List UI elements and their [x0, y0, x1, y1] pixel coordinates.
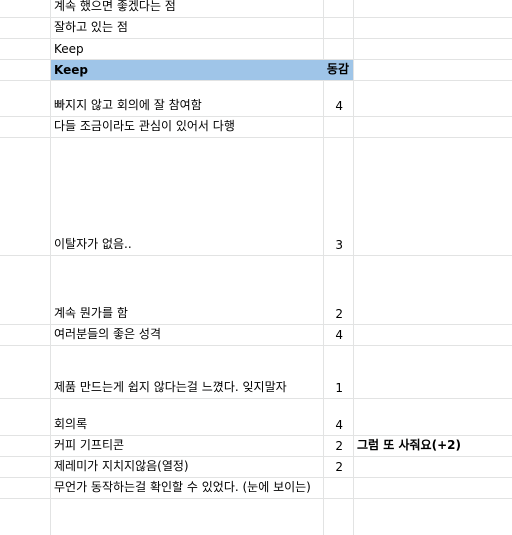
- cell-a[interactable]: 빠지지 않고 회의에 잘 참여함: [51, 81, 324, 116]
- table-row[interactable]: 계속 뭔가를 함 2: [0, 256, 512, 325]
- cell-text: Keep: [54, 42, 84, 56]
- cell-text: 계속 뭔가를 함: [54, 306, 128, 320]
- table-row[interactable]: 빠지지 않고 회의에 잘 참여함 4: [0, 81, 512, 117]
- cell-c[interactable]: 그럼 또 사줘요(+2): [353, 436, 512, 456]
- cell-comment: 그럼 또 사줘요(+2): [357, 438, 461, 452]
- table-row[interactable]: [0, 499, 512, 535]
- column-divider: [353, 0, 354, 535]
- table-row[interactable]: 제레미가 지치지않음(열정) 2: [0, 457, 512, 478]
- cell-b[interactable]: 2: [324, 457, 353, 477]
- cell-text: 잘하고 있는 점: [54, 20, 128, 34]
- table-row[interactable]: 커피 기프티콘 2 그럼 또 사줘요(+2): [0, 436, 512, 457]
- cell-text: 무언가 동작하는걸 확인할 수 있었다. (눈에 보이는): [54, 480, 311, 494]
- cell-a[interactable]: 제품 만드는게 쉽지 않다는걸 느꼈다. 잊지말자: [51, 346, 324, 398]
- cell-text: 여러분들의 좋은 성격: [54, 327, 161, 341]
- cell-a[interactable]: 여러분들의 좋은 성격: [51, 325, 324, 345]
- table-row[interactable]: 여러분들의 좋은 성격 4: [0, 325, 512, 346]
- cell-a[interactable]: 잘하고 있는 점: [51, 18, 324, 38]
- table-row[interactable]: 이탈자가 없음.. 3: [0, 138, 512, 256]
- cell-b[interactable]: 1: [324, 346, 353, 398]
- cell-a[interactable]: 무언가 동작하는걸 확인할 수 있었다. (눈에 보이는): [51, 478, 324, 498]
- table-row[interactable]: Keep: [0, 39, 512, 60]
- cell-b[interactable]: 3: [324, 138, 353, 255]
- header-agree-label: 동감: [326, 62, 349, 76]
- cell-a[interactable]: 계속 했으면 좋겠다는 점: [51, 0, 324, 17]
- column-divider: [323, 0, 324, 535]
- cell-text: 이탈자가 없음..: [54, 237, 132, 251]
- header-row[interactable]: Keep 동감: [0, 60, 512, 81]
- cell-text: 빠지지 않고 회의에 잘 참여함: [54, 98, 202, 112]
- cell-text: 제레미가 지치지않음(열정): [54, 459, 189, 473]
- cell-a[interactable]: 커피 기프티콘: [51, 436, 324, 456]
- cell-b[interactable]: 2: [324, 436, 353, 456]
- cell-number: 1: [335, 381, 343, 395]
- table-row[interactable]: 무언가 동작하는걸 확인할 수 있었다. (눈에 보이는): [0, 478, 512, 499]
- cell-text: 계속 했으면 좋겠다는 점: [54, 0, 176, 13]
- cell-number: 4: [335, 328, 343, 342]
- cell-b[interactable]: 4: [324, 81, 353, 116]
- table-row[interactable]: 계속 했으면 좋겠다는 점: [0, 0, 512, 18]
- cell-a[interactable]: 제레미가 지치지않음(열정): [51, 457, 324, 477]
- cell-text: 커피 기프티콘: [54, 438, 125, 452]
- cell-a[interactable]: 다들 조금이라도 관심이 있어서 다행: [51, 117, 324, 137]
- table-row[interactable]: 잘하고 있는 점: [0, 18, 512, 39]
- header-keep[interactable]: Keep: [51, 60, 324, 80]
- cell-a[interactable]: 이탈자가 없음..: [51, 138, 324, 255]
- cell-number: 4: [335, 99, 343, 113]
- cell-number: 2: [335, 307, 343, 321]
- cell-text: 회의록: [54, 417, 88, 431]
- cell-a[interactable]: 회의록: [51, 399, 324, 435]
- cell-number: 3: [335, 238, 343, 252]
- cell-b[interactable]: 4: [324, 399, 353, 435]
- cell-b[interactable]: 4: [324, 325, 353, 345]
- cell-number: 4: [335, 418, 343, 432]
- header-keep-label: Keep: [54, 63, 88, 77]
- cell-a[interactable]: Keep: [51, 39, 324, 59]
- table-row[interactable]: 회의록 4: [0, 399, 512, 436]
- table-row[interactable]: 제품 만드는게 쉽지 않다는걸 느꼈다. 잊지말자 1: [0, 346, 512, 399]
- cell-number: 2: [335, 439, 343, 453]
- cell-text: 제품 만드는게 쉽지 않다는걸 느꼈다. 잊지말자: [54, 380, 287, 394]
- cell-a[interactable]: 계속 뭔가를 함: [51, 256, 324, 324]
- cell-text: 다들 조금이라도 관심이 있어서 다행: [54, 119, 235, 133]
- header-agree[interactable]: 동감: [324, 60, 353, 80]
- table-row[interactable]: 다들 조금이라도 관심이 있어서 다행: [0, 117, 512, 138]
- header-fill: [51, 60, 353, 80]
- cell-number: 2: [335, 460, 343, 474]
- cell-b[interactable]: 2: [324, 256, 353, 324]
- column-divider: [50, 0, 51, 535]
